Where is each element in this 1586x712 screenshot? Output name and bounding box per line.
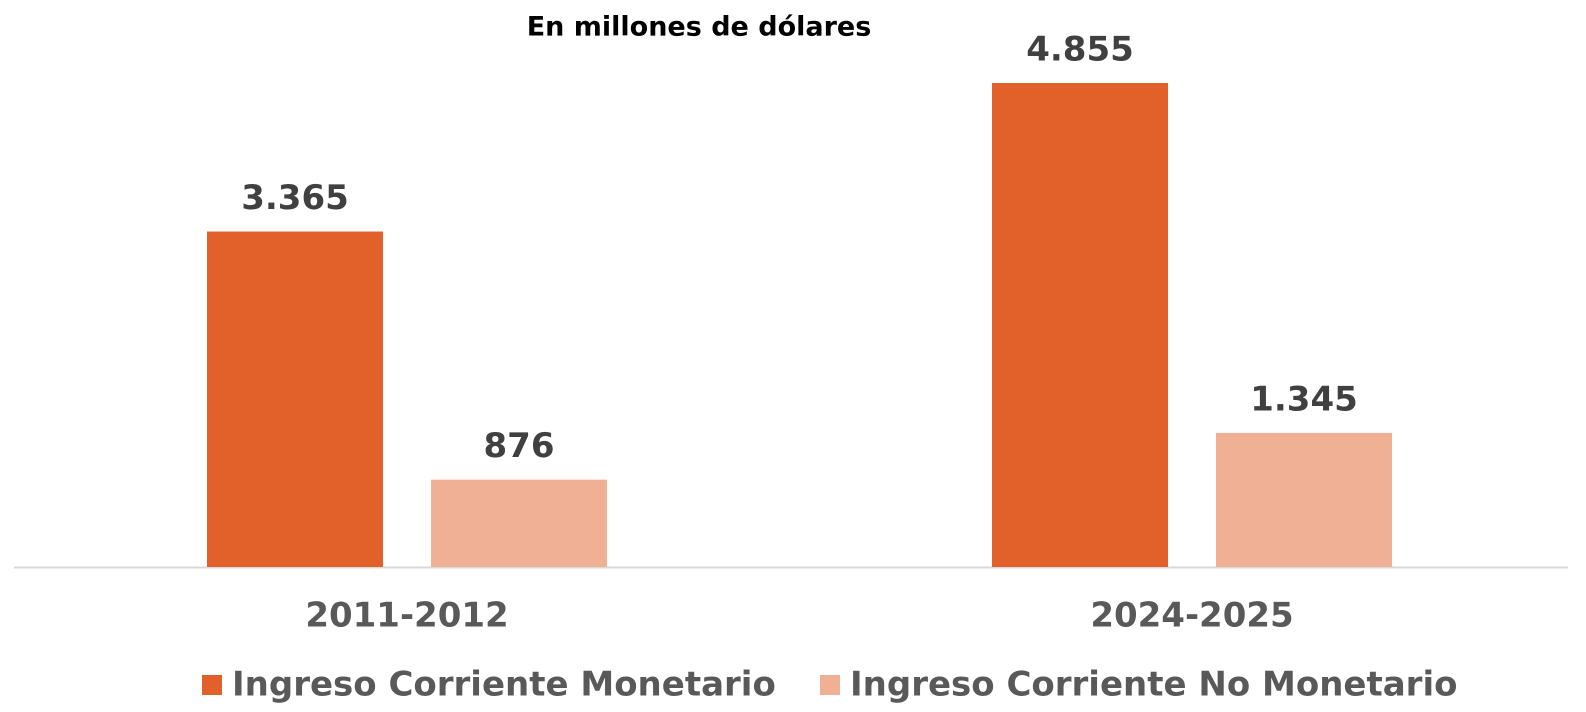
value-label: 1.345 <box>1250 379 1358 419</box>
value-label: 4.855 <box>1026 30 1134 70</box>
bar <box>207 231 383 567</box>
value-label: 3.365 <box>241 178 349 218</box>
bar <box>431 479 607 567</box>
legend-swatch <box>820 675 840 695</box>
legend-label: Ingreso Corriente Monetario <box>232 665 776 705</box>
legend-swatch <box>202 675 222 695</box>
x-tick-label: 2011-2012 <box>305 596 508 636</box>
value-label: 876 <box>484 426 555 466</box>
legend-label: Ingreso Corriente No Monetario <box>850 665 1457 705</box>
x-tick-label: 2024-2025 <box>1090 596 1293 636</box>
bar <box>992 83 1168 567</box>
bar <box>1216 432 1392 567</box>
chart-title: En millones de dólares <box>527 12 872 43</box>
